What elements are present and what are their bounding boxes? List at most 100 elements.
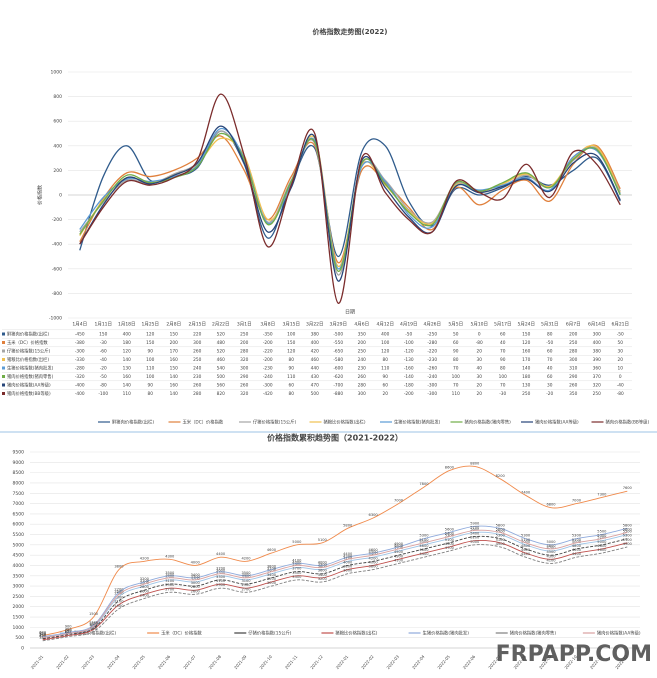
x-axis-label: 日期 (345, 310, 355, 316)
data-label: 750 (65, 628, 73, 632)
table-cell: 30 (547, 383, 553, 389)
data-label: 6800 (546, 503, 556, 507)
data-label: 5000 (597, 540, 607, 544)
data-label: 5800 (623, 523, 633, 527)
y-tick-label: 1000 (51, 70, 63, 76)
table-cell: 120 (522, 340, 530, 346)
table-cell: -240 (263, 374, 273, 380)
x-tick-label: 4月12日 (376, 322, 394, 328)
data-label: 2100 (114, 600, 124, 604)
data-label: 4400 (369, 552, 379, 556)
data-label: 3800 (369, 565, 379, 569)
table-cell: -550 (333, 340, 343, 346)
table-cell: 110 (452, 391, 460, 397)
table-cell: 130 (522, 383, 530, 389)
table-cell: 60 (453, 340, 459, 346)
table-cell: 30 (618, 349, 624, 355)
table-cell: 430 (311, 374, 319, 380)
data-label: 3600 (318, 569, 328, 573)
table-cell: -230 (263, 366, 273, 372)
x-tick-label: 5月17日 (494, 322, 512, 328)
x-tick-label: 5月5日 (448, 322, 463, 328)
data-label: 5900 (470, 521, 480, 525)
table-cell: -280 (75, 366, 85, 372)
table-cell: 240 (193, 366, 201, 372)
table-cell: -880 (333, 391, 343, 397)
data-label: 4400 (521, 552, 531, 556)
data-label: 7400 (521, 490, 531, 494)
legend-label: 猪粮比价格指数(出栏) (335, 630, 377, 637)
table-cell: 70 (453, 383, 459, 389)
table-cell: 320 (593, 383, 601, 389)
table-cell: 260 (193, 349, 201, 355)
data-label: 3800 (318, 565, 328, 569)
table-swatch (2, 358, 5, 361)
table-swatch (2, 341, 5, 344)
table-cell: -200 (263, 340, 273, 346)
data-label: 3400 (165, 573, 175, 577)
legend-label: 玉米（DC）价格指数 (183, 419, 224, 426)
data-label: 7000 (572, 499, 582, 503)
data-label: 4700 (445, 546, 455, 550)
data-label: 4600 (572, 548, 582, 552)
y-tick-label: 200 (53, 168, 62, 174)
data-label: 3100 (140, 579, 150, 583)
table-cell: 250 (569, 340, 577, 346)
table-row-label: 猪肉价格指数(猪肉零售) (7, 373, 54, 380)
data-label: 900 (65, 624, 73, 628)
table-cell: 110 (381, 366, 389, 372)
data-label: 500 (39, 633, 47, 637)
table-cell: -50 (405, 332, 412, 338)
data-label: 2600 (140, 589, 150, 593)
table-cell: 50 (453, 332, 459, 338)
y-tick-label: 9000 (13, 460, 25, 466)
table-cell: -250 (427, 332, 437, 338)
data-label: 5200 (470, 536, 480, 540)
series-line (42, 535, 628, 640)
table-cell: 170 (170, 349, 178, 355)
table-cell: -50 (546, 340, 553, 346)
data-label: 3600 (216, 569, 226, 573)
table-cell: -80 (617, 391, 624, 397)
data-label: 5300 (572, 534, 582, 538)
data-label: 5300 (521, 534, 531, 538)
y-tick-label: 2000 (13, 604, 25, 610)
table-cell: 70 (500, 349, 506, 355)
table-cell: 200 (358, 340, 366, 346)
data-label: 4300 (165, 554, 175, 558)
table-cell: 100 (146, 357, 154, 363)
table-cell: 60 (289, 383, 295, 389)
table-cell: -300 (427, 391, 437, 397)
data-label: 7300 (597, 492, 607, 496)
table-cell: -300 (75, 349, 85, 355)
y-tick-label: -400 (52, 242, 62, 248)
data-label: 4800 (572, 544, 582, 548)
table-cell: 90 (383, 374, 389, 380)
table-cell: 360 (593, 366, 601, 372)
y-tick-label: 7500 (13, 491, 25, 497)
legend-label: 猪肉价格指数(BB等级) (606, 419, 650, 426)
table-swatch (2, 392, 5, 395)
table-swatch (2, 349, 5, 353)
x-tick-label: 6月7日 (566, 322, 581, 328)
x-tick-label: 1月25日 (141, 322, 159, 328)
x-tick-label: 6月21日 (611, 322, 629, 328)
table-cell: -30 (100, 340, 107, 346)
data-label: 5300 (623, 534, 633, 538)
data-label: 3300 (165, 575, 175, 579)
data-label: 3300 (191, 575, 201, 579)
data-label: 4600 (267, 548, 277, 552)
y-tick-label: 8500 (13, 470, 25, 476)
table-cell: -130 (404, 357, 414, 363)
table-cell: -300 (263, 383, 273, 389)
table-cell: 400 (593, 340, 601, 346)
data-label: 3200 (267, 577, 277, 581)
data-label: 2800 (140, 585, 150, 589)
x-tick-label: 5月31日 (541, 322, 559, 328)
table-cell: -40 (100, 357, 107, 363)
table-cell: 320 (240, 357, 248, 363)
data-label: 5000 (572, 540, 582, 544)
table-cell: 280 (240, 349, 248, 355)
